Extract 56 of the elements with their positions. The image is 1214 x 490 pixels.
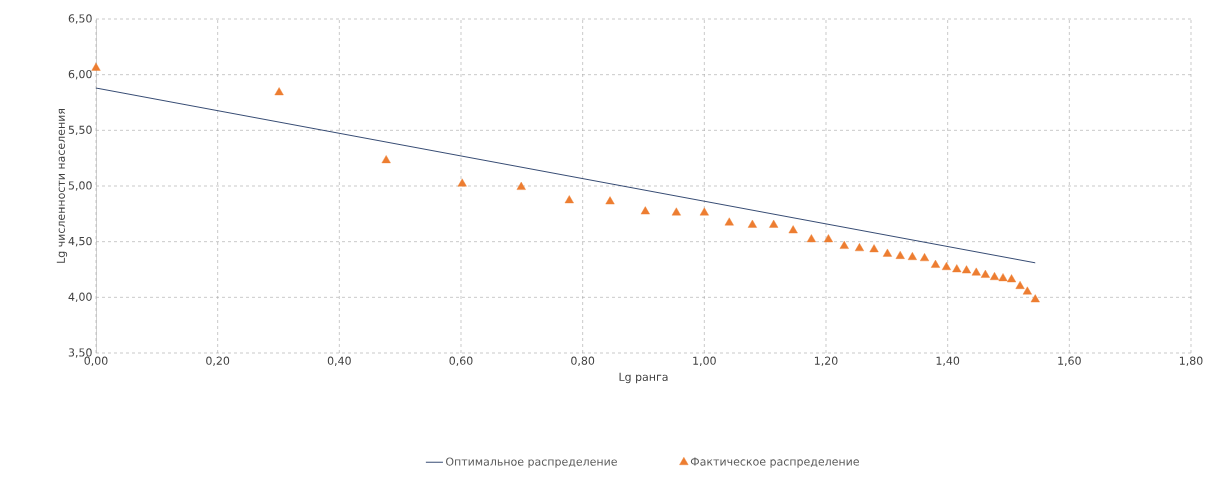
point xyxy=(989,272,1000,280)
legend-label: Оптимальное распределение xyxy=(446,457,617,468)
x-tick-label: 1,40 xyxy=(936,356,960,366)
point xyxy=(1030,294,1040,303)
point xyxy=(952,264,962,273)
point xyxy=(961,265,972,274)
y-tick-label: 4,50 xyxy=(68,236,92,247)
point xyxy=(788,225,798,234)
point xyxy=(980,269,990,278)
x-tick-label: 1,00 xyxy=(693,356,716,366)
point xyxy=(930,259,941,268)
point xyxy=(998,273,1008,282)
point xyxy=(516,181,526,190)
x-axis-title: Lg ранга xyxy=(619,372,668,384)
point xyxy=(895,250,905,259)
point xyxy=(724,217,734,226)
point xyxy=(699,207,709,216)
y-axis-title: Lg численности населения xyxy=(56,109,68,263)
point xyxy=(882,248,892,257)
point xyxy=(869,244,879,253)
point xyxy=(1015,281,1025,289)
point xyxy=(806,234,816,243)
point xyxy=(769,219,779,228)
y-tick-label: 5,50 xyxy=(68,125,92,136)
y-tick-label: 5,00 xyxy=(68,181,92,191)
y-tick-label: 4,00 xyxy=(68,292,92,303)
point xyxy=(274,87,284,96)
point xyxy=(564,195,574,204)
point xyxy=(605,196,615,205)
point xyxy=(671,207,681,216)
y-tick-label: 6,50 xyxy=(68,14,92,24)
x-tick-label: 1,80 xyxy=(1179,356,1203,366)
point xyxy=(457,178,467,187)
point xyxy=(1022,286,1032,295)
point xyxy=(941,262,951,270)
point xyxy=(854,243,864,252)
point xyxy=(839,240,849,249)
point xyxy=(381,155,391,164)
point xyxy=(1007,274,1017,283)
y-tick-label: 6,00 xyxy=(68,69,92,80)
x-tick-label: 0,20 xyxy=(206,356,230,366)
x-tick-label: 0,60 xyxy=(449,356,473,366)
y-tick-label: 3,50 xyxy=(68,348,92,358)
x-tick-label: 1,60 xyxy=(1058,356,1081,366)
x-tick-label: 0,40 xyxy=(327,356,351,366)
legend-label: Фактическое распределение xyxy=(690,457,859,468)
point xyxy=(971,267,981,276)
point xyxy=(920,253,930,262)
point xyxy=(640,206,650,215)
x-tick-label: 1,20 xyxy=(814,356,838,366)
point xyxy=(747,219,757,228)
x-tick-label: 0,80 xyxy=(571,356,595,366)
point xyxy=(91,62,101,71)
point xyxy=(823,234,833,243)
x-tick-label: 0,00 xyxy=(84,356,108,366)
point xyxy=(907,252,917,260)
